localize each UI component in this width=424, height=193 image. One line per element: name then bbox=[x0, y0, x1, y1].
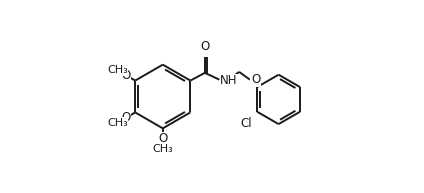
Text: O: O bbox=[121, 111, 131, 124]
Text: O: O bbox=[251, 73, 260, 86]
Text: CH₃: CH₃ bbox=[107, 118, 128, 128]
Text: NH: NH bbox=[220, 74, 238, 87]
Text: O: O bbox=[121, 69, 131, 82]
Text: CH₃: CH₃ bbox=[107, 65, 128, 75]
Text: O: O bbox=[200, 40, 209, 53]
Text: Cl: Cl bbox=[241, 117, 252, 130]
Text: CH₃: CH₃ bbox=[152, 144, 173, 154]
Text: O: O bbox=[158, 132, 167, 146]
